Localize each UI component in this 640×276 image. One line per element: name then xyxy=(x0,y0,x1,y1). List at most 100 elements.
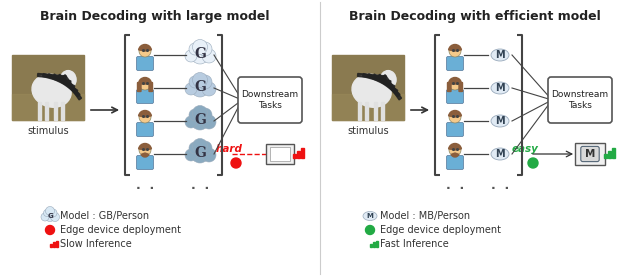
Circle shape xyxy=(449,78,461,90)
Bar xyxy=(52,74,78,93)
Circle shape xyxy=(189,109,201,121)
Bar xyxy=(374,102,377,120)
Text: Brain Decoding with efficient model: Brain Decoding with efficient model xyxy=(349,10,601,23)
Text: G: G xyxy=(194,146,206,160)
Text: M: M xyxy=(585,149,595,159)
Circle shape xyxy=(139,78,151,90)
Circle shape xyxy=(191,112,209,130)
Bar xyxy=(358,102,361,120)
Text: ·  ·: · · xyxy=(446,182,464,195)
Circle shape xyxy=(191,145,209,163)
Bar xyxy=(61,102,64,120)
Bar xyxy=(51,245,52,247)
Circle shape xyxy=(449,111,461,123)
Circle shape xyxy=(202,82,216,96)
FancyBboxPatch shape xyxy=(136,89,154,104)
Wedge shape xyxy=(449,78,461,84)
Text: Slow Inference: Slow Inference xyxy=(60,239,132,249)
Text: Edge device deployment: Edge device deployment xyxy=(60,225,181,235)
FancyBboxPatch shape xyxy=(138,83,141,92)
Bar xyxy=(45,102,48,120)
Text: M: M xyxy=(495,50,505,60)
Wedge shape xyxy=(138,78,152,84)
Bar xyxy=(373,242,375,247)
Bar xyxy=(383,75,401,100)
Text: G: G xyxy=(194,113,206,127)
Bar xyxy=(332,55,404,120)
Circle shape xyxy=(45,211,56,222)
Circle shape xyxy=(198,42,212,56)
Bar xyxy=(612,148,615,158)
Text: hard: hard xyxy=(216,144,243,154)
Text: G: G xyxy=(194,80,206,94)
Circle shape xyxy=(202,148,216,162)
Bar xyxy=(604,154,607,158)
Circle shape xyxy=(45,225,54,235)
Ellipse shape xyxy=(491,148,509,160)
Ellipse shape xyxy=(491,115,509,127)
Bar xyxy=(53,242,55,247)
Bar xyxy=(362,73,391,84)
Wedge shape xyxy=(449,44,461,51)
Circle shape xyxy=(185,83,197,95)
Circle shape xyxy=(189,142,201,154)
Text: stimulus: stimulus xyxy=(347,126,389,136)
Text: ·  ·: · · xyxy=(136,182,154,195)
Circle shape xyxy=(139,111,151,123)
Bar xyxy=(378,74,400,97)
Wedge shape xyxy=(139,144,152,150)
Text: ·  ·: · · xyxy=(191,182,209,195)
Ellipse shape xyxy=(380,71,396,89)
Circle shape xyxy=(45,206,54,216)
Wedge shape xyxy=(449,110,461,117)
Ellipse shape xyxy=(60,71,76,89)
Text: stimulus: stimulus xyxy=(27,126,69,136)
FancyBboxPatch shape xyxy=(447,57,463,70)
Bar xyxy=(297,151,300,158)
FancyBboxPatch shape xyxy=(136,57,154,70)
Ellipse shape xyxy=(32,74,71,107)
Circle shape xyxy=(139,144,151,156)
FancyBboxPatch shape xyxy=(447,89,463,104)
Text: M: M xyxy=(495,116,505,126)
Text: M: M xyxy=(495,149,505,159)
Text: Edge device deployment: Edge device deployment xyxy=(380,225,501,235)
FancyBboxPatch shape xyxy=(136,155,154,169)
Ellipse shape xyxy=(491,82,509,94)
Bar xyxy=(372,74,398,93)
Text: Model : GB/Person: Model : GB/Person xyxy=(60,211,149,221)
FancyBboxPatch shape xyxy=(459,83,463,92)
Circle shape xyxy=(189,43,201,55)
Circle shape xyxy=(198,75,212,89)
Bar xyxy=(47,74,75,89)
Circle shape xyxy=(202,115,216,129)
Ellipse shape xyxy=(491,49,509,61)
Bar xyxy=(54,102,57,120)
FancyBboxPatch shape xyxy=(575,143,605,165)
FancyBboxPatch shape xyxy=(269,147,291,161)
Bar xyxy=(38,102,41,120)
Wedge shape xyxy=(139,110,152,117)
Circle shape xyxy=(139,45,151,57)
Bar xyxy=(376,240,378,247)
Circle shape xyxy=(193,73,207,87)
Bar xyxy=(58,74,80,97)
Circle shape xyxy=(185,149,197,161)
Bar xyxy=(63,75,81,100)
Bar xyxy=(12,55,84,120)
Text: M: M xyxy=(367,213,373,219)
Bar xyxy=(358,73,387,79)
Bar xyxy=(608,151,611,158)
Bar xyxy=(42,73,71,84)
FancyBboxPatch shape xyxy=(548,77,612,123)
Bar xyxy=(12,94,84,120)
Text: Downstream
Tasks: Downstream Tasks xyxy=(552,90,609,110)
Circle shape xyxy=(193,39,207,54)
Circle shape xyxy=(51,213,60,222)
Wedge shape xyxy=(139,44,152,51)
Bar xyxy=(381,102,384,120)
Text: Brain Decoding with large model: Brain Decoding with large model xyxy=(40,10,269,23)
Bar xyxy=(367,74,395,89)
Ellipse shape xyxy=(352,74,391,107)
FancyBboxPatch shape xyxy=(136,123,154,137)
